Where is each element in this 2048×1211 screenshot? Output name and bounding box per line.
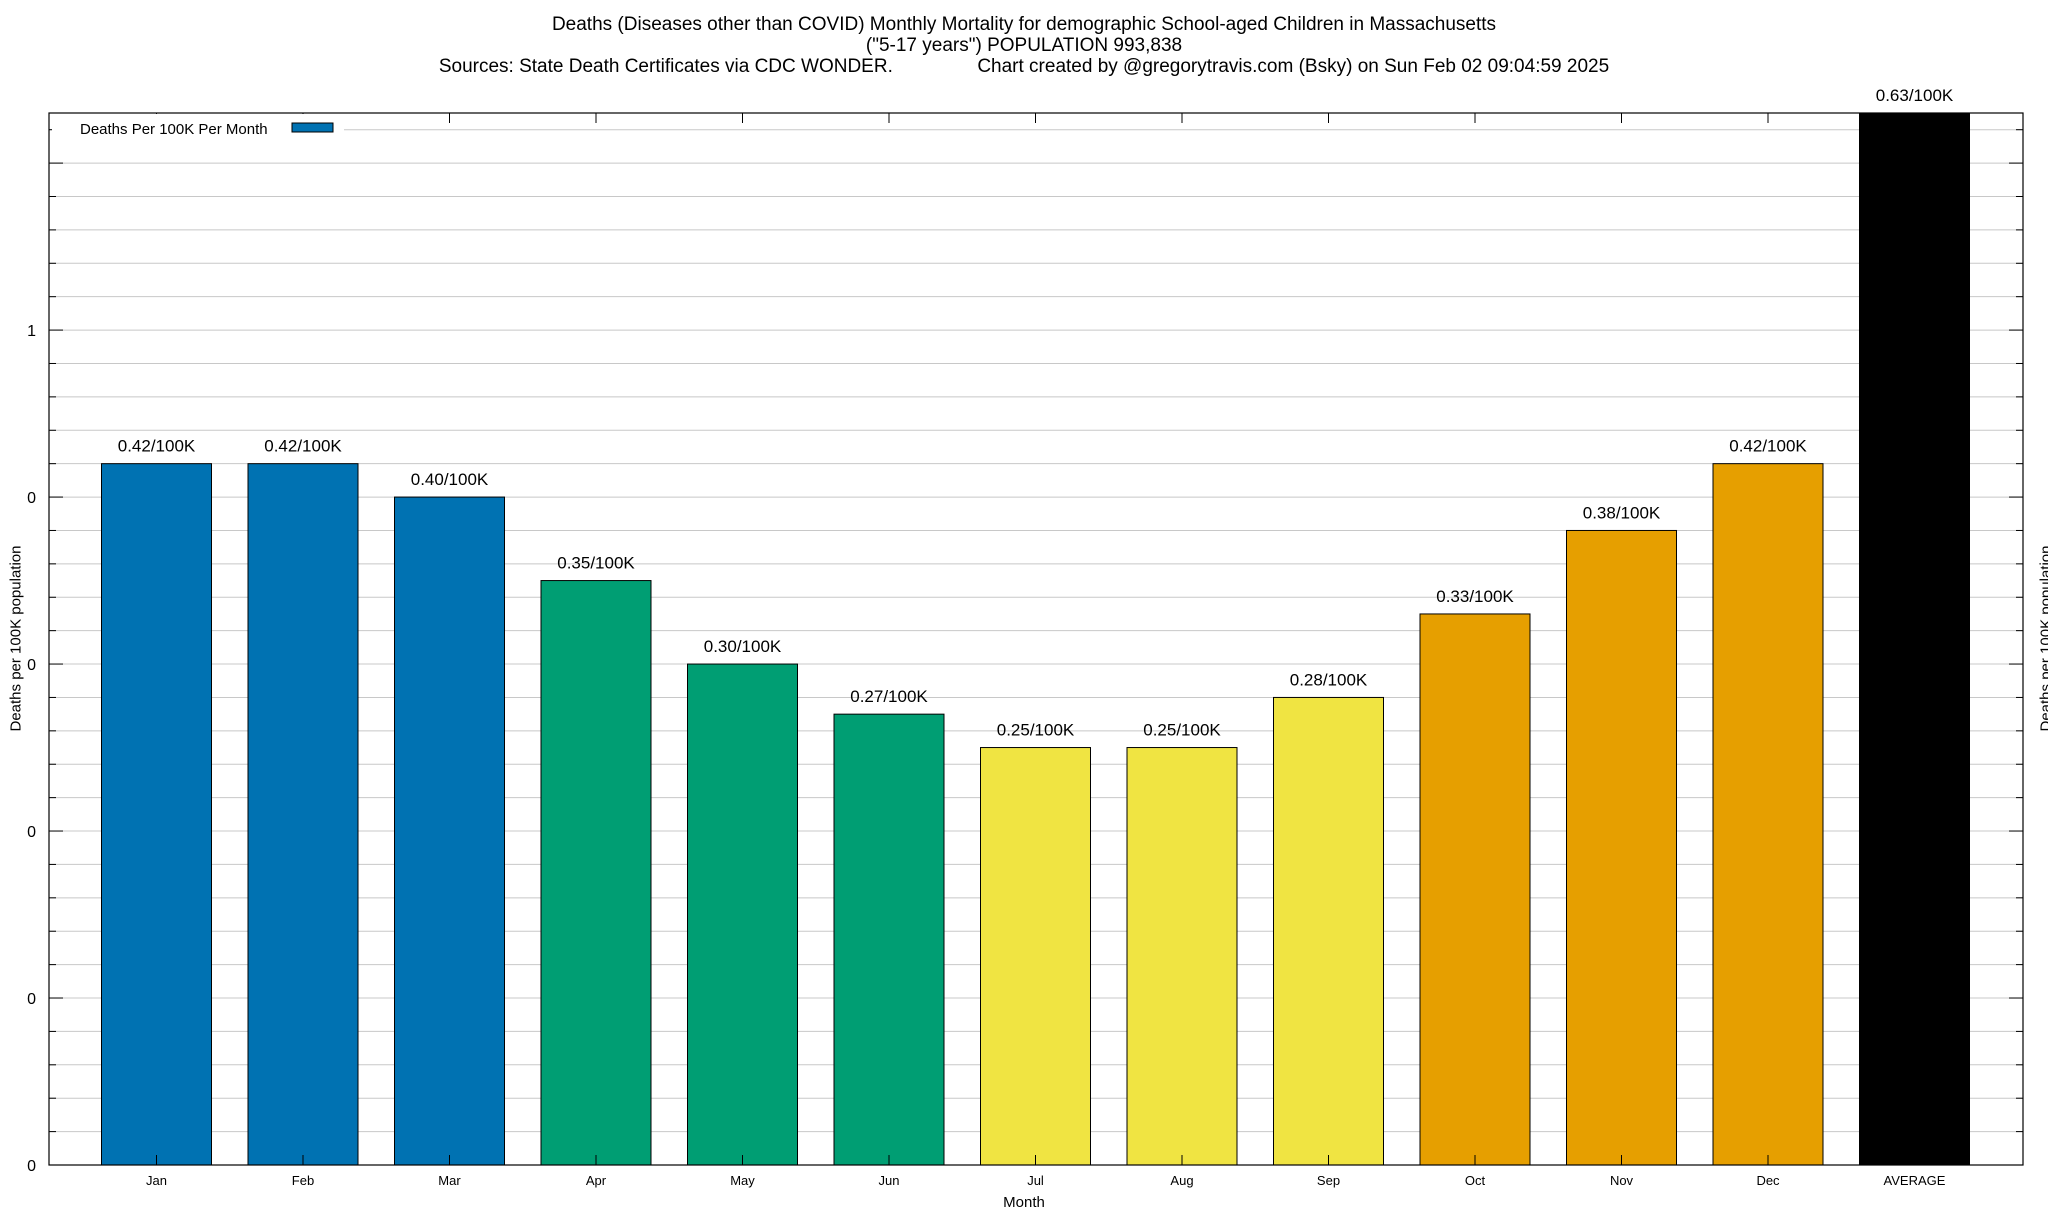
bar-jan [102,464,212,1165]
y-tick-label: 0 [27,1158,36,1175]
x-tick-label: Dec [1756,1173,1780,1188]
data-label: 0.25/100K [1143,721,1221,740]
data-label: 0.33/100K [1436,587,1514,606]
y-axis-label-left: Deaths per 100K population [8,499,25,779]
x-tick-label: Mar [438,1173,461,1188]
data-label: 0.42/100K [118,437,196,456]
data-label: 0.27/100K [850,687,928,706]
bar-aug [1127,748,1237,1165]
x-tick-label: May [730,1173,755,1188]
data-labels: 0.42/100K 0.42/100K 0.40/100K 0.35/100K 0.30… [118,86,1954,740]
legend-swatch [292,123,333,132]
y-tick-label: 0 [27,991,36,1008]
x-tick-label: Nov [1610,1173,1634,1188]
bars [102,113,1970,1165]
y-axis-label-right: Deaths per 100K population [2038,499,2048,779]
x-axis-label: Month [0,1194,2048,1211]
y-tick-label: 0 [27,490,36,507]
bar-jun [834,714,944,1165]
bar-dec [1713,464,1823,1165]
x-tick-label: Aug [1170,1173,1193,1188]
data-label: 0.40/100K [411,470,489,489]
x-tick-label: AVERAGE [1884,1173,1946,1188]
bar-jul [981,748,1091,1165]
data-label: 0.28/100K [1290,670,1368,689]
x-tick-label: Jul [1027,1173,1044,1188]
y-tick-labels: 0 0 0 0 0 1 [27,323,36,1175]
x-tick-label: Oct [1465,1173,1486,1188]
bar-mar [395,497,505,1165]
legend: Deaths Per 100K Per Month [52,114,344,140]
data-label: 0.63/100K [1876,86,1954,105]
bar-sep [1274,697,1384,1165]
x-tick-label: Apr [586,1173,607,1188]
y-tick-label: 0 [27,657,36,674]
y-tick-label: 1 [27,323,36,340]
data-label: 0.42/100K [1729,437,1807,456]
x-tick-label: Jan [146,1173,167,1188]
legend-label: Deaths Per 100K Per Month [80,121,268,138]
data-label: 0.30/100K [704,637,782,656]
bar-feb [248,464,358,1165]
bar-oct [1420,614,1530,1165]
data-label: 0.42/100K [264,437,342,456]
data-label: 0.35/100K [557,554,635,573]
y-tick-label: 0 [27,824,36,841]
x-tick-label: Sep [1317,1173,1340,1188]
bar-apr [541,581,651,1165]
bar-may [688,664,798,1165]
data-label: 0.38/100K [1583,503,1661,522]
x-tick-label: Feb [292,1173,314,1188]
data-label: 0.25/100K [997,721,1075,740]
x-tick-label: Jun [879,1173,900,1188]
bar-nov [1567,530,1677,1165]
bar-average [1860,113,1970,1165]
